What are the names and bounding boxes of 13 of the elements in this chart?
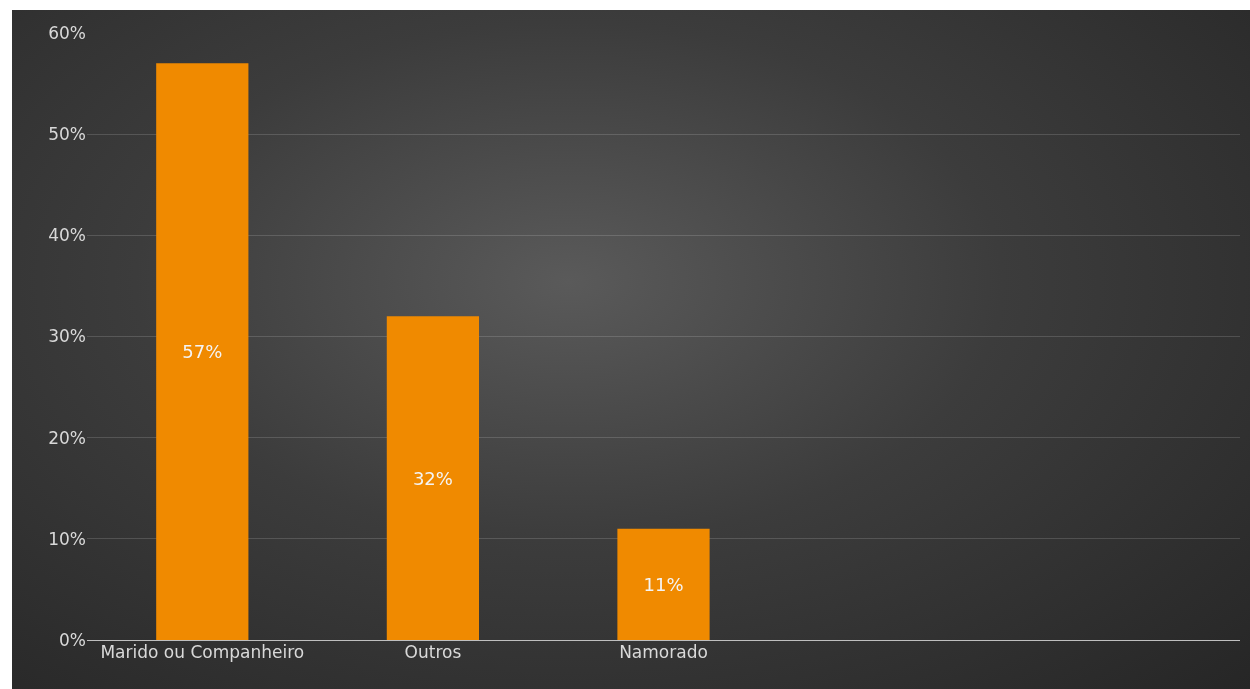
y-tick-label: 10% (48, 528, 86, 549)
data-label: 57% (182, 341, 223, 363)
y-tick-label: 60% (48, 22, 86, 43)
y-tick-label: 50% (48, 124, 86, 145)
y-tick-label: 40% (48, 225, 86, 246)
x-tick-label: Marido ou Companheiro (100, 642, 305, 662)
x-tick-label: Outros (404, 642, 462, 662)
y-tick-label: 0% (59, 629, 86, 650)
data-label: 32% (412, 467, 453, 489)
x-tick-label: Namorado (619, 642, 708, 662)
data-label: 11% (643, 573, 684, 595)
y-tick-label: 30% (48, 326, 86, 347)
y-tick-label: 20% (48, 427, 86, 448)
